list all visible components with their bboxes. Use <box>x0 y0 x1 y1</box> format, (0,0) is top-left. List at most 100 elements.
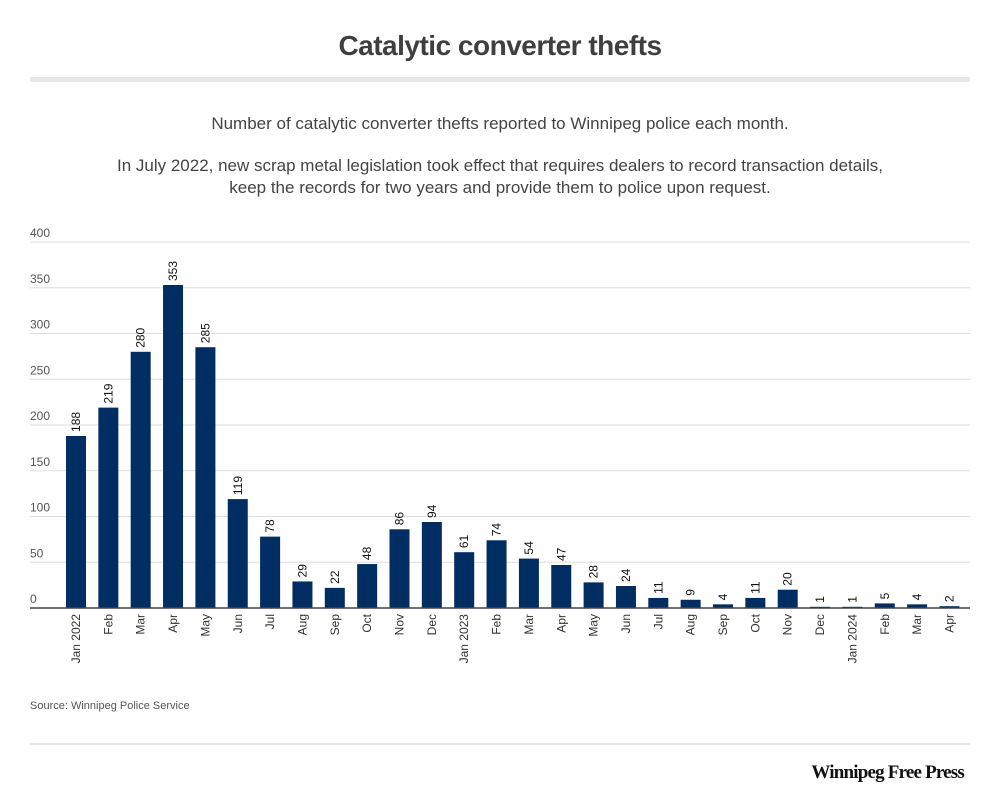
x-tick-label: Jan 2024 <box>845 614 859 664</box>
bar <box>389 529 410 608</box>
x-tick-label: Nov <box>393 614 407 635</box>
chart-note-line-1: In July 2022, new scrap metal legislatio… <box>116 156 884 175</box>
data-label: 2 <box>942 595 956 602</box>
data-label: 78 <box>263 519 277 533</box>
data-label: 48 <box>360 546 374 560</box>
bar <box>777 589 798 608</box>
x-tick-label: May <box>587 614 601 637</box>
bar <box>648 597 669 608</box>
x-tick-label: Mar <box>522 614 536 635</box>
data-label: 285 <box>198 323 212 343</box>
bar <box>486 540 507 608</box>
bar <box>615 586 636 608</box>
bar <box>357 564 378 608</box>
data-label: 54 <box>522 541 536 555</box>
gridlines <box>30 241 970 563</box>
data-label: 22 <box>328 570 342 584</box>
data-label: 353 <box>166 261 180 281</box>
y-tick-label: 200 <box>30 409 50 423</box>
data-label: 86 <box>393 512 407 526</box>
data-label: 280 <box>134 327 148 347</box>
footer-divider <box>30 743 970 745</box>
bar <box>518 558 539 608</box>
y-tick-label: 50 <box>30 546 44 560</box>
x-tick-label: Apr <box>942 614 956 633</box>
data-label: 94 <box>425 504 439 518</box>
x-tick-label: Oct <box>360 613 374 632</box>
bar <box>227 499 248 608</box>
data-label: 20 <box>781 572 795 586</box>
bar <box>163 285 184 608</box>
x-tick-label: Jun <box>619 614 633 633</box>
x-tick-label: Sep <box>716 614 730 636</box>
x-tick-label: Jan 2023 <box>457 614 471 664</box>
data-label: 24 <box>619 568 633 582</box>
x-tick-label: Feb <box>490 614 504 635</box>
y-tick-label: 300 <box>30 318 50 332</box>
bar <box>292 581 313 608</box>
data-label: 29 <box>295 564 309 578</box>
y-tick-label: 350 <box>30 272 50 286</box>
data-label: 219 <box>101 383 115 403</box>
bar <box>583 582 604 608</box>
x-tick-label: May <box>198 614 212 637</box>
x-tick-label: Aug <box>684 614 698 635</box>
x-tick-label: Feb <box>878 614 892 635</box>
x-tick-label: Oct <box>748 613 762 632</box>
x-tick-label: Jul <box>263 614 277 629</box>
data-label: 47 <box>554 547 568 561</box>
bar <box>680 599 701 608</box>
data-label: 61 <box>457 535 471 549</box>
bars <box>66 285 960 608</box>
chart-title: Catalytic converter thefts <box>338 30 662 61</box>
bar <box>745 597 766 608</box>
bar <box>551 564 572 608</box>
data-label: 1 <box>845 596 859 603</box>
x-tick-label: Feb <box>101 614 115 635</box>
x-tick-label: Apr <box>166 614 180 633</box>
x-tick-label: Sep <box>328 614 342 636</box>
x-tick-label: Nov <box>781 614 795 635</box>
data-label: 1 <box>813 596 827 603</box>
title-divider <box>30 77 970 82</box>
x-tick-label: Aug <box>295 614 309 635</box>
bar <box>939 606 960 608</box>
y-tick-label: 150 <box>30 455 50 469</box>
x-tick-label: Mar <box>910 614 924 635</box>
bar <box>874 603 895 608</box>
y-tick-label: 250 <box>30 363 50 377</box>
bar <box>324 587 345 608</box>
y-tick-label: 0 <box>30 592 37 606</box>
x-tick-label: Apr <box>554 614 568 633</box>
data-label: 188 <box>69 412 83 432</box>
data-label: 11 <box>748 581 762 594</box>
data-label: 119 <box>231 476 245 495</box>
y-axis-ticks: 0 50 100 150 200 250 300 350 400 <box>30 226 50 606</box>
x-tick-label: Jan 2022 <box>69 614 83 664</box>
bar <box>907 604 928 608</box>
source-note: Source: Winnipeg Police Service <box>30 700 190 712</box>
bar <box>713 604 733 608</box>
bar <box>66 435 86 608</box>
x-tick-label: Mar <box>134 614 148 635</box>
bar <box>421 521 442 608</box>
y-tick-label: 400 <box>30 226 50 240</box>
y-tick-label: 100 <box>30 501 50 515</box>
data-label: 4 <box>716 593 730 600</box>
chart-subtitle: Number of catalytic converter thefts rep… <box>211 114 789 133</box>
bar <box>454 552 475 608</box>
x-tick-label: Dec <box>425 614 439 635</box>
bar <box>98 407 119 608</box>
data-label: 28 <box>587 565 601 579</box>
chart-note-line-2: keep the records for two years and provi… <box>229 178 771 197</box>
x-tick-label: Jun <box>231 614 245 633</box>
data-label: 11 <box>651 581 665 594</box>
x-axis-ticks: Jan 2022 Feb Mar Apr May Jun Jul Aug Sep Oct Nov De… <box>69 613 956 663</box>
x-tick-label: Jul <box>651 614 665 629</box>
bar <box>130 351 151 608</box>
data-label: 74 <box>490 523 504 537</box>
data-label: 5 <box>878 592 892 599</box>
publisher-logo: Winnipeg Free Press <box>811 762 964 783</box>
